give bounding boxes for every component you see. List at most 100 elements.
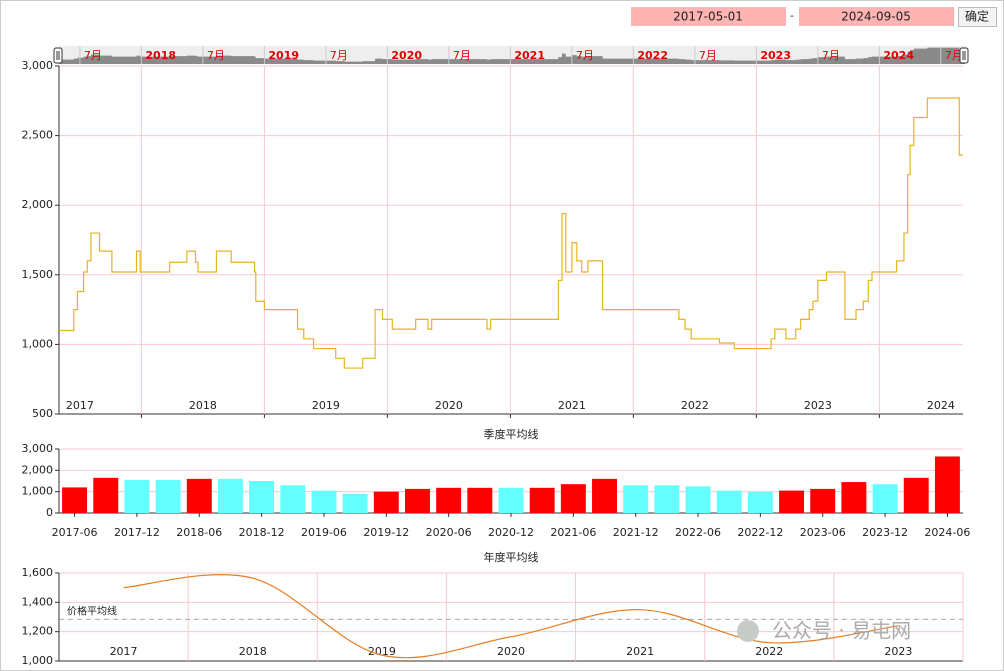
navigator-label: 2021 — [514, 49, 545, 62]
bar — [436, 487, 462, 513]
x-tick-label: 2023-06 — [800, 526, 846, 539]
bar — [93, 477, 119, 513]
bar — [841, 482, 867, 513]
y-tick-label: 3,000 — [22, 59, 54, 72]
x-tick-label: 2017-06 — [52, 526, 98, 539]
x-tick-label: 2018 — [239, 645, 267, 658]
bar — [779, 490, 805, 513]
x-tick-label: 2020 — [497, 645, 525, 658]
confirm-label[interactable]: 确定 — [965, 9, 989, 24]
y-tick-label: 1,000 — [22, 654, 54, 667]
bar — [872, 484, 898, 513]
y-tick-label: 1,600 — [22, 566, 54, 579]
chart-title: 季度平均线 — [484, 427, 539, 441]
x-tick-label: 2022 — [681, 399, 709, 412]
navigator-label: 2019 — [268, 49, 299, 62]
end-date[interactable]: 2024-09-05 — [841, 10, 911, 24]
x-tick-label: 2018-12 — [239, 526, 285, 539]
price-line — [59, 97, 963, 369]
y-tick-label: 0 — [46, 506, 53, 519]
y-tick-label: 1,200 — [22, 625, 54, 638]
end-date-input[interactable] — [799, 7, 954, 26]
bar — [342, 493, 368, 513]
x-tick-label: 2024 — [927, 399, 955, 412]
x-tick-label: 2019-06 — [301, 526, 347, 539]
y-tick-label: 1,500 — [22, 268, 54, 281]
x-tick-label: 2021-12 — [613, 526, 659, 539]
annual-line — [123, 574, 899, 659]
bar — [498, 487, 524, 513]
x-tick-label: 2019 — [368, 645, 396, 658]
bar — [62, 487, 88, 513]
navigator-label: 7月 — [822, 49, 840, 62]
navigator-handle — [53, 47, 63, 64]
x-tick-label: 2021 — [626, 645, 654, 658]
reference-label: 价格平均线 — [67, 604, 117, 617]
x-tick-label: 2020 — [435, 399, 463, 412]
bar — [405, 488, 430, 513]
navigator-label: 7月 — [84, 49, 102, 62]
y-tick-label: 2,000 — [22, 198, 54, 211]
y-tick-label: 1,000 — [22, 485, 54, 498]
x-tick-label: 2020-06 — [426, 526, 472, 539]
navigator-label: 7月 — [576, 49, 594, 62]
navigator-label: 7月 — [207, 49, 225, 62]
bar — [373, 491, 399, 513]
y-tick-label: 500 — [32, 407, 53, 420]
bar — [280, 485, 306, 513]
bar — [311, 490, 337, 513]
bar — [186, 478, 212, 513]
bar — [217, 478, 243, 513]
navigator-label: 2023 — [760, 49, 791, 62]
bar — [623, 485, 649, 513]
bar — [903, 477, 929, 513]
x-tick-label: 2017-12 — [114, 526, 160, 539]
bar — [124, 479, 150, 513]
navigator-area — [59, 47, 965, 64]
separator: - — [790, 9, 794, 22]
bar — [249, 481, 275, 513]
y-tick-label: 1,400 — [22, 595, 54, 608]
x-tick-label: 2022-12 — [737, 526, 783, 539]
bar — [467, 487, 493, 513]
bar — [747, 491, 773, 513]
confirm-button[interactable] — [958, 7, 997, 27]
x-tick-label: 2023 — [884, 645, 912, 658]
navigator-handle — [959, 47, 969, 64]
x-tick-label: 2022-06 — [675, 526, 721, 539]
x-tick-label: 2019 — [312, 399, 340, 412]
navigator-label: 2024 — [883, 49, 914, 62]
navigator-label: 2020 — [391, 49, 422, 62]
navigator-label: 7月 — [945, 49, 963, 62]
start-date-input[interactable] — [631, 7, 786, 26]
x-tick-label: 2017 — [66, 399, 94, 412]
navigator-label: 7月 — [699, 49, 717, 62]
bar — [529, 487, 555, 513]
x-tick-label: 2023-12 — [862, 526, 908, 539]
bar — [654, 485, 680, 513]
x-tick-label: 2019-12 — [363, 526, 409, 539]
y-tick-label: 1,000 — [22, 337, 54, 350]
y-tick-label: 3,000 — [22, 442, 54, 455]
bar — [560, 484, 586, 513]
x-tick-label: 2017 — [110, 645, 138, 658]
x-tick-label: 2022 — [755, 645, 783, 658]
bar — [685, 486, 711, 513]
watermark: 公众号 · 易屯网 — [772, 619, 911, 643]
x-tick-label: 2018 — [189, 399, 217, 412]
bar — [155, 479, 181, 513]
x-tick-label: 2023 — [804, 399, 832, 412]
x-tick-label: 2021 — [558, 399, 586, 412]
watermark-icon — [737, 620, 759, 642]
bar — [716, 490, 742, 513]
chart-title: 年度平均线 — [484, 550, 539, 564]
start-date[interactable]: 2017-05-01 — [673, 10, 743, 24]
navigator-label: 7月 — [330, 49, 348, 62]
navigator-label: 2022 — [637, 49, 668, 62]
x-tick-label: 2018-06 — [176, 526, 222, 539]
y-tick-label: 2,500 — [22, 129, 54, 142]
x-tick-label: 2024-06 — [924, 526, 970, 539]
x-tick-label: 2020-12 — [488, 526, 534, 539]
